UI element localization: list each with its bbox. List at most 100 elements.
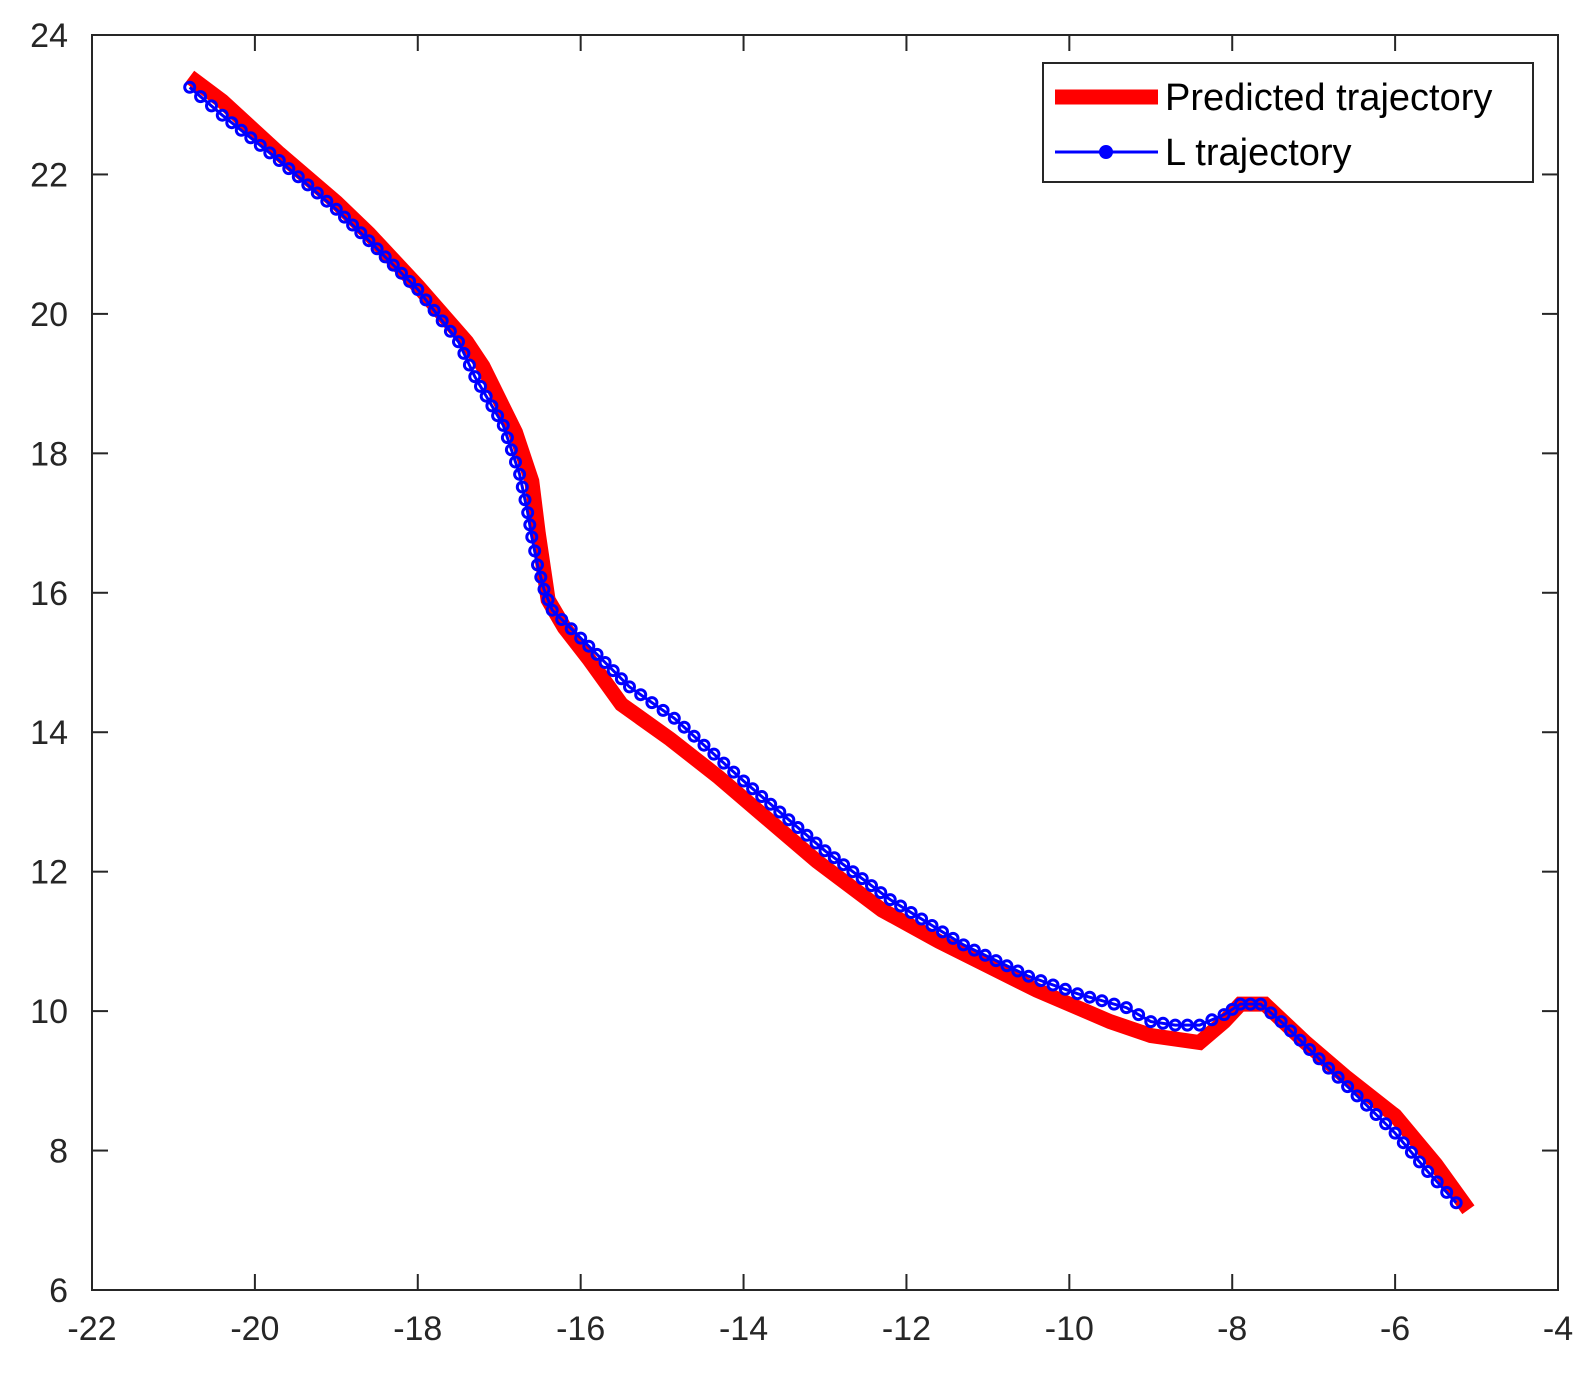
l-trajectory-marker [301, 178, 315, 192]
x-tick-label: -20 [230, 1310, 279, 1348]
x-tick-label: -10 [1045, 1310, 1094, 1348]
l-trajectory-marker [403, 274, 417, 288]
l-trajectory-marker [1312, 1052, 1326, 1066]
l-trajectory-marker [452, 335, 465, 349]
y-tick-label: 8 [49, 1133, 68, 1171]
y-tick-label: 16 [30, 575, 68, 613]
l-trajectory-marker [555, 613, 569, 626]
l-trajectory-marker [1388, 1126, 1402, 1140]
l-trajectory-marker [1119, 1001, 1133, 1015]
l-trajectory-marker [687, 729, 701, 743]
x-tick-label: -4 [1543, 1310, 1573, 1348]
l-trajectory-marker [320, 194, 334, 208]
x-tick-label: -14 [719, 1310, 768, 1348]
y-tick-label: 18 [30, 435, 68, 473]
l-trajectory-marker [598, 656, 612, 669]
l-trajectory-marker [537, 582, 551, 596]
l-trajectory-marker [1156, 1016, 1170, 1030]
l-trajectory-marker [846, 865, 860, 879]
l-trajectory-marker [386, 258, 400, 272]
l-trajectory-marker [528, 544, 542, 558]
l-trajectory-marker [1421, 1165, 1435, 1178]
l-trajectory-marker [727, 765, 741, 779]
l-trajectory-marker [1440, 1185, 1454, 1199]
l-trajectory-marker [523, 518, 537, 532]
l-trajectory-marker [809, 836, 823, 850]
y-tick-label: 24 [30, 17, 68, 55]
legend-marker-l [1099, 145, 1113, 159]
y-tick-label: 12 [30, 854, 68, 892]
l-trajectory-marker [574, 631, 588, 645]
l-trajectory-marker [205, 99, 218, 113]
l-trajectory-marker [697, 738, 711, 752]
l-trajectory-marker [443, 324, 457, 338]
l-trajectory-marker [818, 844, 832, 858]
l-trajectory-marker [462, 358, 476, 372]
l-trajectory-marker [346, 218, 360, 232]
l-trajectory-marker [531, 558, 544, 572]
l-trajectory-marker [989, 954, 1003, 968]
l-trajectory-marker [1180, 1018, 1194, 1032]
l-trajectory-marker [1379, 1117, 1393, 1131]
l-trajectory-marker [513, 467, 527, 481]
l-trajectory-marker [427, 303, 441, 317]
y-tick-label: 20 [30, 296, 68, 334]
x-tick-label: -18 [393, 1310, 442, 1348]
x-tick-label: -6 [1380, 1310, 1410, 1348]
l-trajectory-marker [1011, 964, 1025, 978]
l-trajectory-marker [500, 431, 514, 445]
legend-label-predicted: Predicted trajectory [1165, 77, 1492, 119]
l-trajectory-marker [509, 455, 522, 469]
l-trajectory-marker [1132, 1008, 1146, 1022]
l-trajectory-marker [656, 703, 670, 717]
l-trajectory-marker [667, 711, 681, 725]
l-trajectory-marker [1046, 978, 1060, 992]
l-trajectory-marker [1404, 1145, 1418, 1159]
l-trajectory-marker [1341, 1080, 1355, 1094]
l-trajectory-marker [1144, 1015, 1158, 1029]
l-trajectory-marker [791, 821, 805, 834]
l-trajectory-marker [865, 879, 878, 893]
l-trajectory-marker [1303, 1043, 1317, 1056]
l-trajectory-marker [435, 314, 449, 328]
l-trajectory-marker [1254, 997, 1268, 1011]
l-trajectory-marker [194, 90, 208, 104]
l-trajectory-marker [244, 131, 258, 145]
l-trajectory-marker [1293, 1033, 1307, 1047]
l-trajectory-marker [534, 570, 548, 584]
l-trajectory-marker [1331, 1070, 1345, 1084]
l-trajectory-marker [707, 747, 721, 761]
l-trajectory-marker [468, 370, 482, 384]
l-trajectory-marker [677, 720, 691, 734]
l-trajectory-marker [272, 154, 286, 167]
l-trajectory-marker [419, 293, 433, 307]
l-trajectory-marker [800, 828, 814, 842]
l-trajectory-marker [1193, 1018, 1207, 1032]
l-trajectory-marker [479, 389, 493, 403]
l-trajectory-marker [411, 283, 425, 296]
l-trajectory-marker [1095, 994, 1109, 1008]
l-trajectory-marker [1022, 969, 1036, 983]
l-trajectory-marker [946, 931, 960, 945]
l-trajectory-marker [634, 688, 648, 702]
l-trajectory-marker [183, 80, 197, 94]
l-trajectory-marker [1034, 974, 1048, 988]
l-trajectory-marker [354, 226, 368, 240]
l-trajectory-marker [737, 774, 751, 788]
axes: -22 -20 -18 -16 -14 -12 -10 -8 -6 -4 6 8 10 12 14 16 18 2… [30, 17, 1573, 1348]
l-trajectory-marker [904, 906, 918, 919]
l-trajectory-marker [496, 418, 510, 432]
legend: Predicted trajectory L trajectory [1042, 62, 1534, 183]
l-trajectory-marker [915, 912, 929, 926]
l-trajectory-marker [310, 186, 324, 200]
l-trajectory-marker [1264, 1006, 1278, 1020]
l-trajectory-marker [215, 108, 229, 122]
l-trajectory-marker [541, 593, 555, 607]
l-trajectory-marker [457, 346, 471, 360]
l-trajectory-marker [1430, 1175, 1444, 1189]
l-trajectory-marker [590, 647, 604, 661]
l-trajectory-marker [1107, 997, 1121, 1011]
l-trajectory-marker [225, 116, 239, 130]
l-trajectory-marker [978, 948, 992, 962]
